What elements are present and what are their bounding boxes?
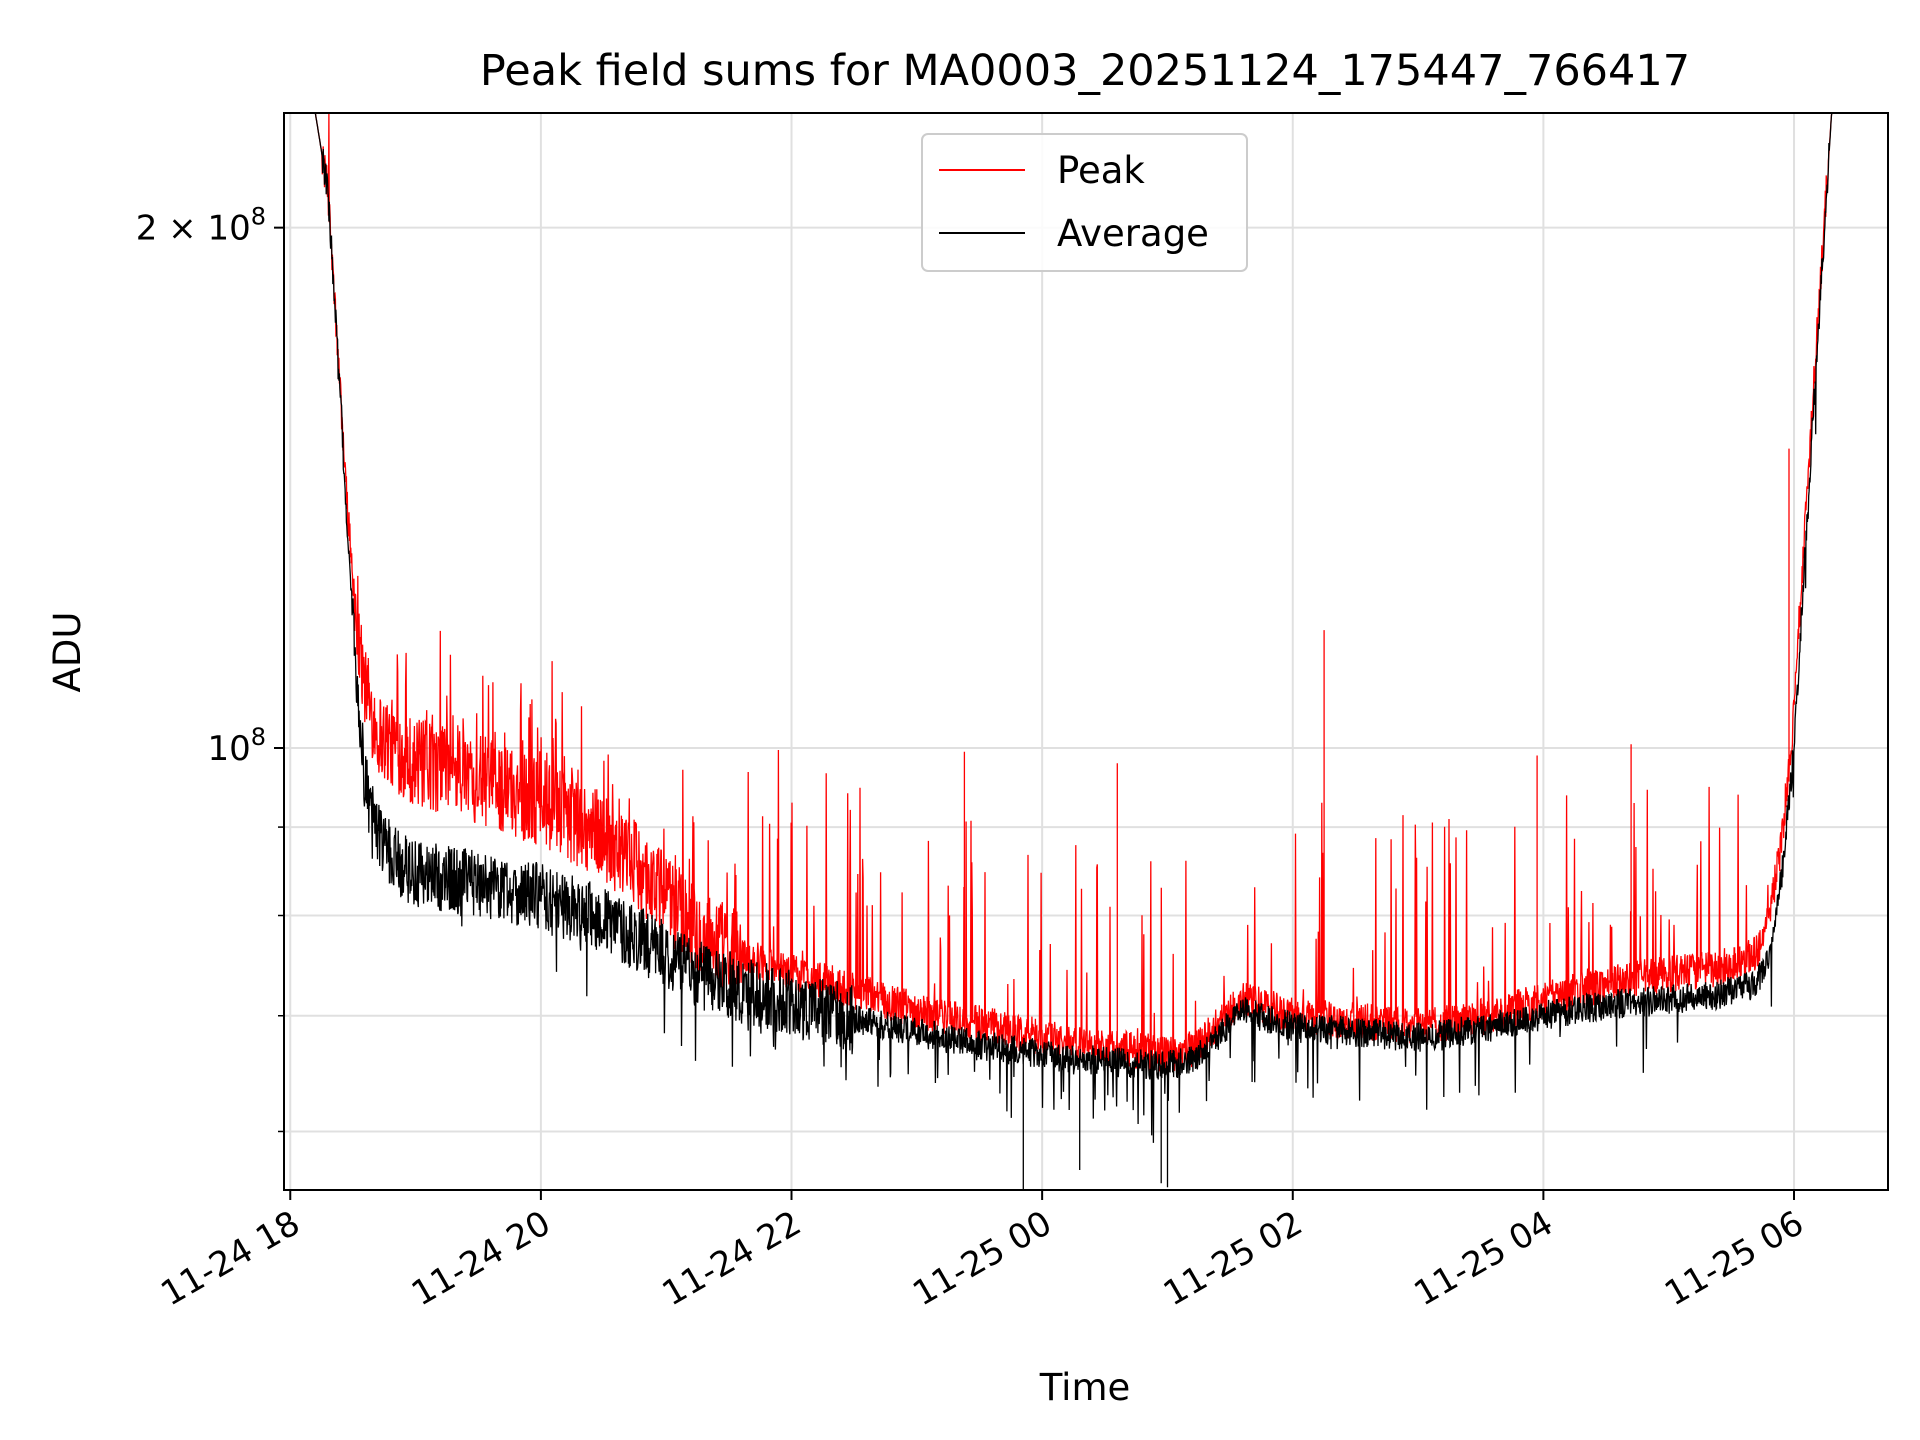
x-tick-label: 11-25 02 (1157, 1203, 1309, 1314)
y-axis: 108 2 × 108 (136, 203, 284, 1133)
y-axis-label: ADU (46, 612, 89, 693)
y-tick-label: 108 (207, 723, 266, 769)
x-tick-label: 11-25 00 (906, 1203, 1058, 1314)
legend[interactable]: Peak Average (921, 133, 1248, 272)
y-tick-label: 2 × 108 (136, 203, 266, 249)
x-tick-label: 11-24 22 (656, 1203, 808, 1314)
series-line-peak (290, 113, 1888, 1072)
x-tick-label: 11-24 18 (154, 1203, 306, 1314)
x-tick-label: 11-25 06 (1658, 1203, 1810, 1314)
chart-title: Peak field sums for MA0003_20251124_1754… (480, 46, 1690, 96)
legend-label-average: Average (1057, 212, 1209, 255)
plot-frame (283, 112, 1889, 1191)
x-axis: 11-24 18 11-24 20 11-24 22 11-25 00 11-25 02… (154, 1190, 1811, 1314)
x-tick-label: 11-25 04 (1407, 1203, 1559, 1314)
series-line-average (290, 113, 1888, 1190)
legend-label-peak: Peak (1057, 149, 1145, 192)
x-tick-label: 11-24 20 (405, 1203, 557, 1314)
legend-box (921, 133, 1248, 272)
plot-area (290, 113, 1888, 1190)
x-axis-label: Time (1039, 1366, 1131, 1409)
